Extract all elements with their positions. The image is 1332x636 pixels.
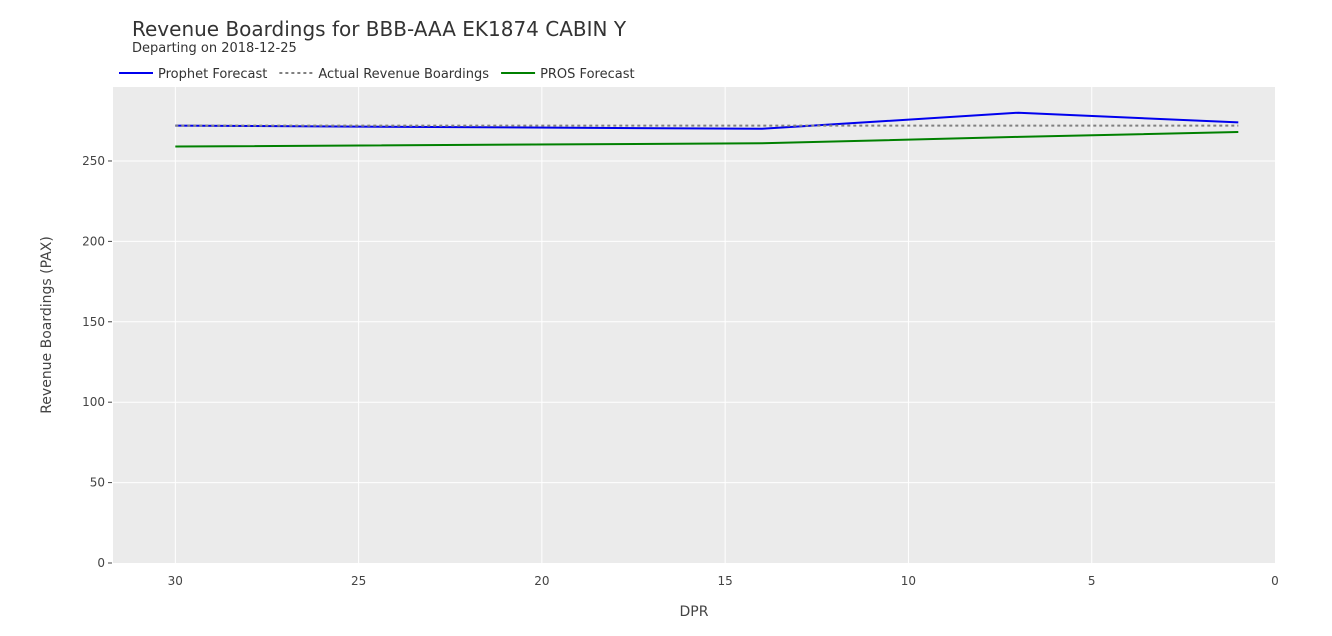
legend: Prophet Forecast Actual Revenue Boardings… (119, 67, 635, 82)
y-tick-label: 100 (82, 395, 105, 409)
y-tick-label: 150 (82, 315, 105, 329)
chart-subtitle: Departing on 2018-12-25 (132, 41, 297, 56)
y-tick-label: 0 (97, 556, 105, 570)
x-tick-label: 15 (718, 574, 733, 588)
x-tick-label: 5 (1088, 574, 1096, 588)
plot-area (113, 87, 1275, 563)
chart-title: Revenue Boardings for BBB-AAA EK1874 CAB… (132, 17, 627, 41)
y-tick-label: 200 (82, 234, 105, 248)
x-axis: 30 25 20 15 10 5 0 (168, 574, 1279, 588)
series-lines (175, 111, 1239, 148)
x-axis-title: DPR (680, 604, 709, 620)
x-tick-label: 30 (168, 574, 183, 588)
y-tick-label: 50 (90, 476, 105, 490)
x-tick-label: 10 (901, 574, 916, 588)
x-tick-label: 0 (1271, 574, 1279, 588)
legend-label: Prophet Forecast (158, 67, 267, 82)
grid-lines (113, 87, 1275, 563)
legend-label: Actual Revenue Boardings (318, 67, 489, 82)
y-axis: 0 50 100 150 200 250 (82, 154, 112, 570)
y-axis-title: Revenue Boardings (PAX) (39, 236, 55, 414)
x-tick-label: 25 (351, 574, 366, 588)
legend-label: PROS Forecast (540, 67, 635, 82)
x-tick-label: 20 (534, 574, 549, 588)
y-tick-label: 250 (82, 154, 105, 168)
series-line (175, 131, 1239, 148)
series-line (175, 111, 1239, 130)
